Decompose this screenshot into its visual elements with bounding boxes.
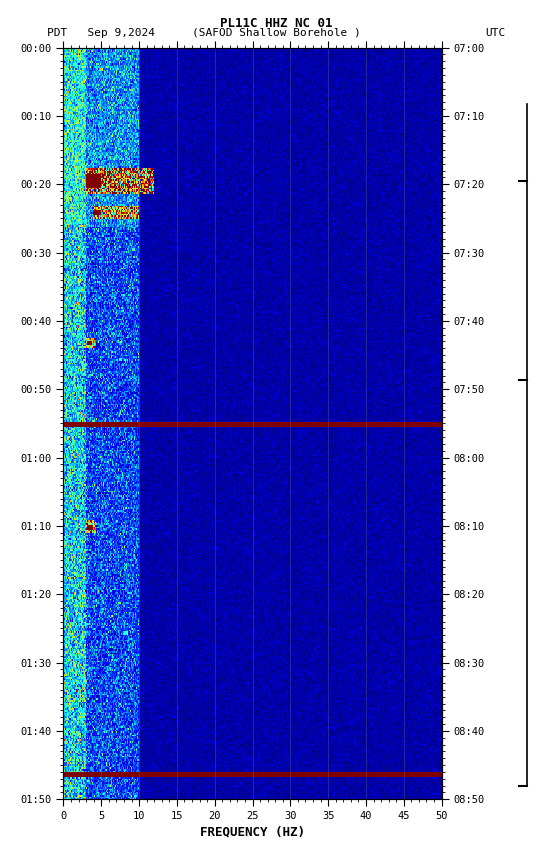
X-axis label: FREQUENCY (HZ): FREQUENCY (HZ) xyxy=(200,825,305,838)
Text: UTC: UTC xyxy=(485,28,505,38)
Text: PL11C HHZ NC 01: PL11C HHZ NC 01 xyxy=(220,17,332,30)
Text: (SAFOD Shallow Borehole ): (SAFOD Shallow Borehole ) xyxy=(192,28,360,38)
Text: PDT   Sep 9,2024: PDT Sep 9,2024 xyxy=(47,28,155,38)
